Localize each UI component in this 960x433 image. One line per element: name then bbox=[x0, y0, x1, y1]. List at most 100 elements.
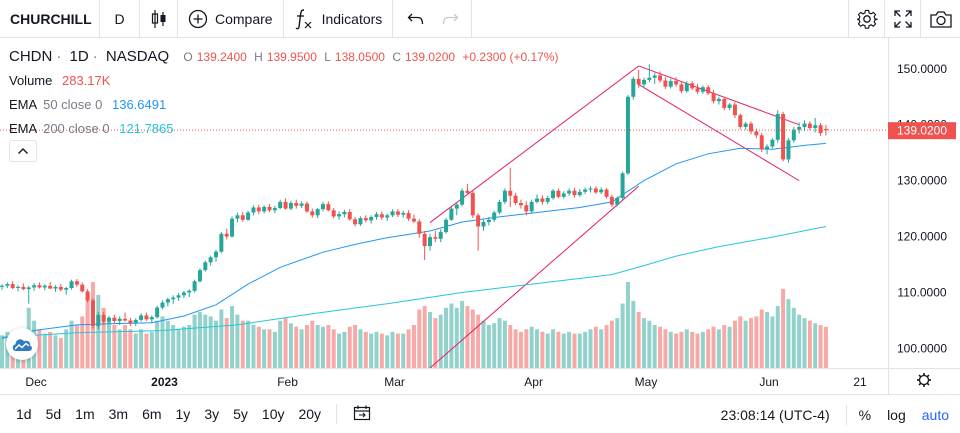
candle-body bbox=[513, 195, 518, 203]
candle-body bbox=[438, 232, 443, 239]
range-20y[interactable]: 20y bbox=[298, 406, 322, 422]
candle-body bbox=[107, 317, 111, 322]
legend-ema200-params: 200 close 0 bbox=[43, 121, 110, 136]
ema50-line bbox=[1, 142, 826, 339]
clock-timezone[interactable]: 23:08:14 (UTC-4) bbox=[720, 406, 830, 423]
parallel-channels[interactable] bbox=[429, 65, 800, 369]
candle-body bbox=[781, 114, 786, 160]
candle-body bbox=[337, 214, 342, 217]
percent-scale-toggle[interactable]: % bbox=[858, 406, 872, 423]
legend-ohlc: O 139.2400 H 139.9500 L 138.0500 C 139.0200 … bbox=[183, 50, 562, 64]
price-chart[interactable]: 100.0000110.0000120.0000130.0000140.0000… bbox=[0, 38, 960, 394]
candle-body bbox=[551, 190, 556, 198]
volume-bar bbox=[492, 323, 497, 368]
candle-body bbox=[90, 300, 95, 327]
candle-body bbox=[74, 281, 79, 285]
symbol-search[interactable]: CHURCHILL bbox=[0, 0, 100, 38]
candle-body bbox=[759, 135, 764, 150]
range-1y[interactable]: 1y bbox=[175, 406, 191, 422]
interval-button[interactable]: D bbox=[100, 0, 140, 38]
volume-bar bbox=[502, 320, 507, 368]
range-5d[interactable]: 5d bbox=[45, 406, 62, 422]
candle-body bbox=[732, 104, 737, 116]
range-5y[interactable]: 5y bbox=[233, 406, 248, 422]
range-10y[interactable]: 10y bbox=[261, 406, 285, 422]
range-3m[interactable]: 3m bbox=[108, 406, 129, 422]
legend-low-key: L bbox=[324, 50, 331, 64]
volume-bar bbox=[165, 320, 170, 368]
volume-bar bbox=[224, 318, 229, 368]
legend-ema50-row[interactable]: EMA 50 close 0 136.6491 bbox=[9, 93, 566, 117]
volume-bar bbox=[107, 320, 111, 368]
compare-label: Compare bbox=[215, 10, 273, 27]
candle-body bbox=[406, 213, 411, 219]
candle-body bbox=[208, 257, 213, 263]
channel-line bbox=[429, 185, 639, 369]
range-1d[interactable]: 1d bbox=[16, 406, 32, 422]
volume-bar bbox=[524, 329, 529, 368]
compare-button[interactable]: Compare bbox=[178, 0, 284, 38]
chart-type-button[interactable] bbox=[140, 0, 178, 38]
axis-settings-gear-icon[interactable] bbox=[917, 373, 931, 387]
log-scale-toggle[interactable]: log bbox=[887, 406, 906, 423]
date-range-button[interactable] bbox=[345, 405, 379, 424]
range-1m[interactable]: 1m bbox=[75, 406, 95, 422]
candle-body bbox=[32, 285, 37, 288]
gear-tooth bbox=[926, 374, 930, 378]
settings-button[interactable] bbox=[848, 0, 884, 38]
candle-body bbox=[588, 188, 593, 190]
volume-bar bbox=[171, 325, 176, 368]
candle-body bbox=[636, 78, 641, 85]
candle-body bbox=[155, 307, 160, 318]
volume-bar bbox=[449, 303, 454, 368]
volume-bar bbox=[96, 294, 101, 368]
screenshot-button[interactable] bbox=[920, 0, 960, 38]
volume-bar bbox=[652, 325, 657, 368]
ema200-line bbox=[1, 226, 826, 338]
undo-button[interactable] bbox=[393, 0, 433, 38]
candle-body bbox=[214, 251, 218, 258]
candle-body bbox=[358, 218, 363, 225]
candle-body bbox=[706, 87, 711, 94]
candle-body bbox=[0, 285, 4, 287]
volume-bar bbox=[444, 307, 449, 368]
candle-body bbox=[379, 214, 384, 218]
candle-body bbox=[10, 284, 15, 289]
candle-body bbox=[502, 190, 507, 202]
tradingview-logo-button[interactable] bbox=[6, 328, 38, 360]
volume-bar bbox=[181, 326, 186, 368]
candle-body bbox=[326, 204, 331, 211]
candle-body bbox=[390, 211, 395, 216]
candle-body bbox=[251, 207, 256, 213]
volume-bar bbox=[706, 329, 711, 368]
candle-body bbox=[711, 93, 716, 102]
candle-body bbox=[197, 270, 202, 282]
camera-icon bbox=[929, 11, 952, 28]
candle-body bbox=[353, 219, 358, 225]
volume-bar bbox=[283, 318, 288, 368]
volume-bar bbox=[679, 331, 684, 368]
redo-button[interactable] bbox=[433, 0, 473, 38]
range-3y[interactable]: 3y bbox=[204, 406, 220, 422]
legend-volume-row[interactable]: Volume 283.17K bbox=[9, 69, 566, 93]
candle-body bbox=[668, 81, 673, 87]
candle-body bbox=[583, 189, 588, 192]
candle-body bbox=[278, 201, 283, 209]
candle-body bbox=[48, 285, 53, 289]
candle-body bbox=[176, 295, 181, 298]
indicators-button[interactable]: Indicators bbox=[284, 0, 394, 38]
volume-bar bbox=[133, 333, 138, 368]
candle-body bbox=[283, 201, 288, 209]
volume-bar bbox=[395, 333, 400, 368]
auto-scale-toggle[interactable]: auto bbox=[921, 406, 949, 423]
volume-bar bbox=[486, 325, 491, 368]
legend-collapse-button[interactable] bbox=[9, 140, 37, 162]
fullscreen-button[interactable] bbox=[884, 0, 920, 38]
candle-body bbox=[604, 189, 609, 197]
legend-ema200-row[interactable]: EMA 200 close 0 121.7865 bbox=[9, 117, 566, 141]
range-6m[interactable]: 6m bbox=[142, 406, 162, 422]
candle-body bbox=[722, 98, 727, 108]
volume-bar bbox=[786, 299, 791, 368]
bottom-divider bbox=[336, 404, 338, 424]
candle-body bbox=[224, 233, 229, 237]
